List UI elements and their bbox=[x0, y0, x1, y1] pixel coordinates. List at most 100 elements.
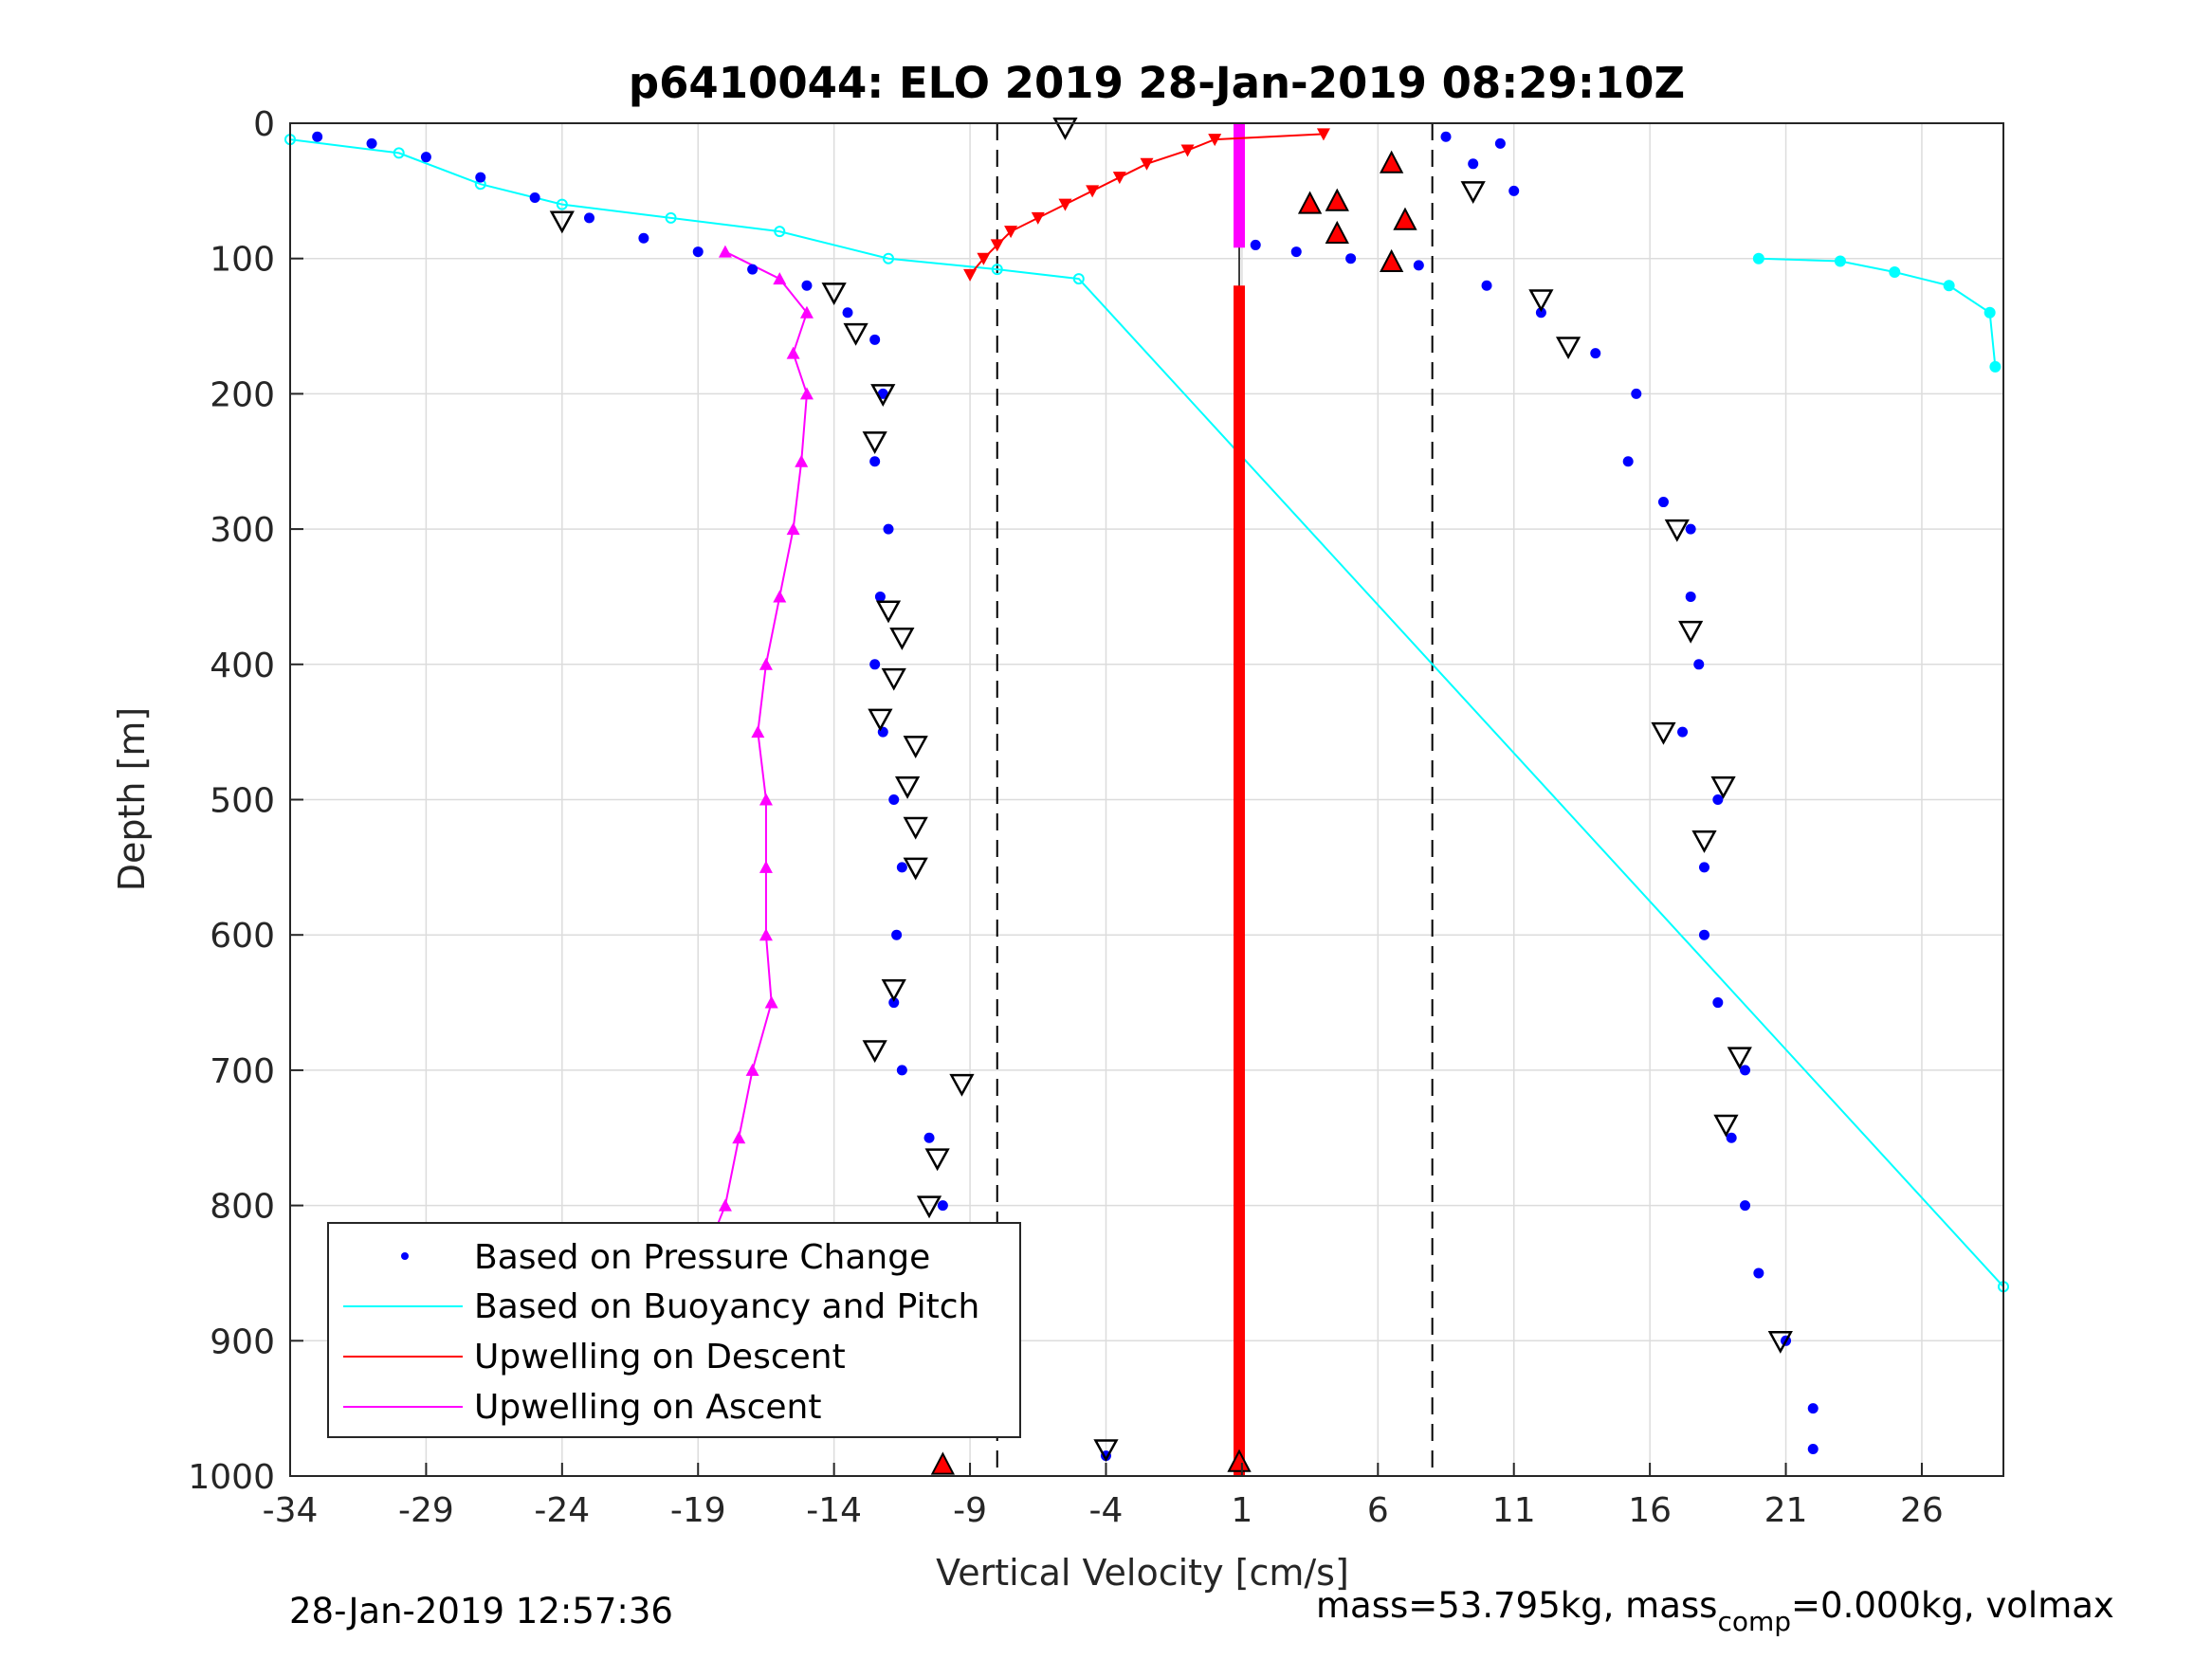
pressure-change-point bbox=[692, 246, 704, 258]
open-triangle-marker bbox=[1727, 1047, 1752, 1070]
open-triangle-marker bbox=[949, 1073, 975, 1097]
open-triangle-marker bbox=[1528, 289, 1554, 313]
upwelling-descent-point bbox=[963, 268, 978, 282]
y-tick-label: 0 bbox=[253, 105, 275, 144]
pressure-change-point bbox=[1698, 929, 1709, 940]
buoyancy-pitch-point bbox=[393, 147, 405, 159]
buoyancy-pitch-point bbox=[774, 226, 786, 238]
pressure-change-point bbox=[638, 232, 649, 244]
open-triangle-marker bbox=[875, 600, 902, 624]
filled-triangle-marker bbox=[1325, 220, 1349, 245]
chart-title: p6410044: ELO 2019 28-Jan-2019 08:29:10Z bbox=[629, 58, 1685, 108]
tick-layer: -34 -29 -24 -19 -14 -9 -4 1 6 11 16 21 2601002003004… bbox=[188, 105, 1943, 1530]
y-tick-label: 800 bbox=[210, 1188, 275, 1227]
pressure-change-point bbox=[1698, 862, 1709, 873]
buoyancy-pitch-point bbox=[1834, 255, 1846, 267]
pressure-change-point bbox=[1807, 1443, 1819, 1454]
x-axis-label: Vertical Velocity [cm/s] bbox=[936, 1552, 1349, 1594]
pressure-change-point bbox=[937, 1200, 948, 1212]
buoyancy-pitch-point bbox=[556, 198, 568, 210]
pressure-change-point bbox=[1508, 185, 1520, 196]
filled-triangle-marker bbox=[1227, 1449, 1252, 1472]
pressure-change-point bbox=[1712, 794, 1724, 805]
upwelling-ascent-point bbox=[759, 860, 773, 873]
pressure-change-point bbox=[869, 456, 881, 467]
mass-text-part2: =0.000kg, volmax bbox=[1791, 1585, 2114, 1626]
pressure-change-point bbox=[896, 862, 907, 873]
pressure-change-point bbox=[1740, 1065, 1751, 1076]
filled-triangle-marker bbox=[1325, 188, 1349, 211]
pressure-change-point bbox=[475, 172, 486, 183]
open-triangle-marker bbox=[881, 979, 906, 1002]
upwelling-descent-point bbox=[1086, 185, 1100, 198]
upwelling-descent-point bbox=[1316, 128, 1330, 141]
upwelling-ascent-point bbox=[773, 272, 787, 285]
footer-timestamp: 28-Jan-2019 12:57:36 bbox=[289, 1591, 673, 1632]
upwelling-ascent-point bbox=[718, 245, 732, 258]
filled-triangle-marker bbox=[1379, 248, 1404, 272]
pressure-change-point bbox=[1685, 591, 1696, 602]
filled-triangle-marker bbox=[930, 1451, 956, 1475]
pressure-change-point bbox=[1440, 131, 1452, 142]
pressure-change-point bbox=[801, 280, 813, 291]
x-tick-label: -19 bbox=[670, 1491, 726, 1530]
pressure-change-point bbox=[1677, 726, 1689, 738]
pressure-change-point bbox=[1413, 260, 1424, 271]
pressure-change-point bbox=[1685, 523, 1696, 535]
open-triangle-marker bbox=[868, 708, 893, 732]
filled-triangle-marker bbox=[1297, 191, 1323, 214]
open-triangle-marker bbox=[1767, 1331, 1793, 1354]
open-triangle-marker bbox=[1691, 830, 1717, 853]
x-tick-label: 26 bbox=[1900, 1491, 1944, 1530]
upwelling-ascent-point bbox=[799, 305, 814, 319]
buoyancy-pitch-point bbox=[1989, 360, 2002, 373]
pressure-change-point bbox=[1631, 388, 1642, 399]
y-axis-label: Depth [m] bbox=[111, 707, 153, 892]
buoyancy-pitch-point bbox=[1072, 273, 1085, 285]
buoyancy-pitch-point bbox=[991, 264, 1003, 276]
open-triangle-marker bbox=[916, 1195, 942, 1219]
open-triangle-marker bbox=[862, 1040, 887, 1064]
open-triangle-marker bbox=[924, 1148, 950, 1172]
upwelling-descent-point bbox=[1058, 198, 1072, 211]
upwelling-ascent-line bbox=[615, 250, 809, 1410]
y-tick-label: 1000 bbox=[188, 1458, 275, 1497]
x-tick-label: 11 bbox=[1492, 1491, 1536, 1530]
x-tick-label: -14 bbox=[806, 1491, 862, 1530]
upwelling-descent-point bbox=[1112, 172, 1126, 185]
buoyancy-pitch-point bbox=[1752, 252, 1764, 264]
upwelling-descent-point bbox=[1208, 134, 1222, 147]
x-tick-label: -24 bbox=[534, 1491, 590, 1530]
upwelling-ascent-point bbox=[759, 928, 773, 941]
pressure-change-point bbox=[877, 388, 888, 399]
pressure-change-point bbox=[888, 794, 900, 805]
upwelling-descent-point bbox=[1180, 144, 1195, 157]
upwelling-ascent-point bbox=[773, 590, 787, 603]
pressure-change-point bbox=[420, 152, 431, 163]
open-triangle-marker bbox=[881, 667, 906, 691]
legend-label-pressure: Based on Pressure Change bbox=[474, 1238, 930, 1277]
pressure-change-point bbox=[1726, 1132, 1737, 1143]
open-triangle-marker bbox=[1555, 337, 1581, 360]
pressure-change-point bbox=[1535, 307, 1546, 319]
buoyancy-pitch-point bbox=[1943, 280, 1955, 292]
upwelling-descent-point bbox=[990, 239, 1004, 252]
pressure-change-point bbox=[1494, 137, 1506, 149]
legend-label-descent: Upwelling on Descent bbox=[474, 1338, 846, 1376]
legend: Based on Pressure Change Based on Buoyan… bbox=[327, 1222, 1021, 1438]
x-tick-label: 21 bbox=[1764, 1491, 1808, 1530]
buoyancy-pitch-line bbox=[289, 138, 2004, 1287]
upwelling-ascent-point bbox=[751, 725, 765, 738]
buoyancy-pitch-point bbox=[883, 252, 895, 264]
pressure-change-point bbox=[888, 997, 900, 1009]
pressure-change-point bbox=[584, 212, 595, 224]
open-triangle-marker bbox=[1710, 775, 1736, 799]
upwelling-ascent-point bbox=[786, 522, 800, 536]
open-triangle-marker bbox=[821, 283, 847, 305]
y-tick-label: 600 bbox=[210, 917, 275, 956]
upwelling-ascent-point bbox=[764, 995, 778, 1009]
upwelling-ascent-point bbox=[795, 454, 809, 467]
legend-swatch-pressure bbox=[401, 1252, 409, 1260]
footer-mass-info: mass=53.795kg, masscomp=0.000kg, volmax bbox=[1316, 1585, 2114, 1637]
pressure-change-point bbox=[923, 1132, 935, 1143]
